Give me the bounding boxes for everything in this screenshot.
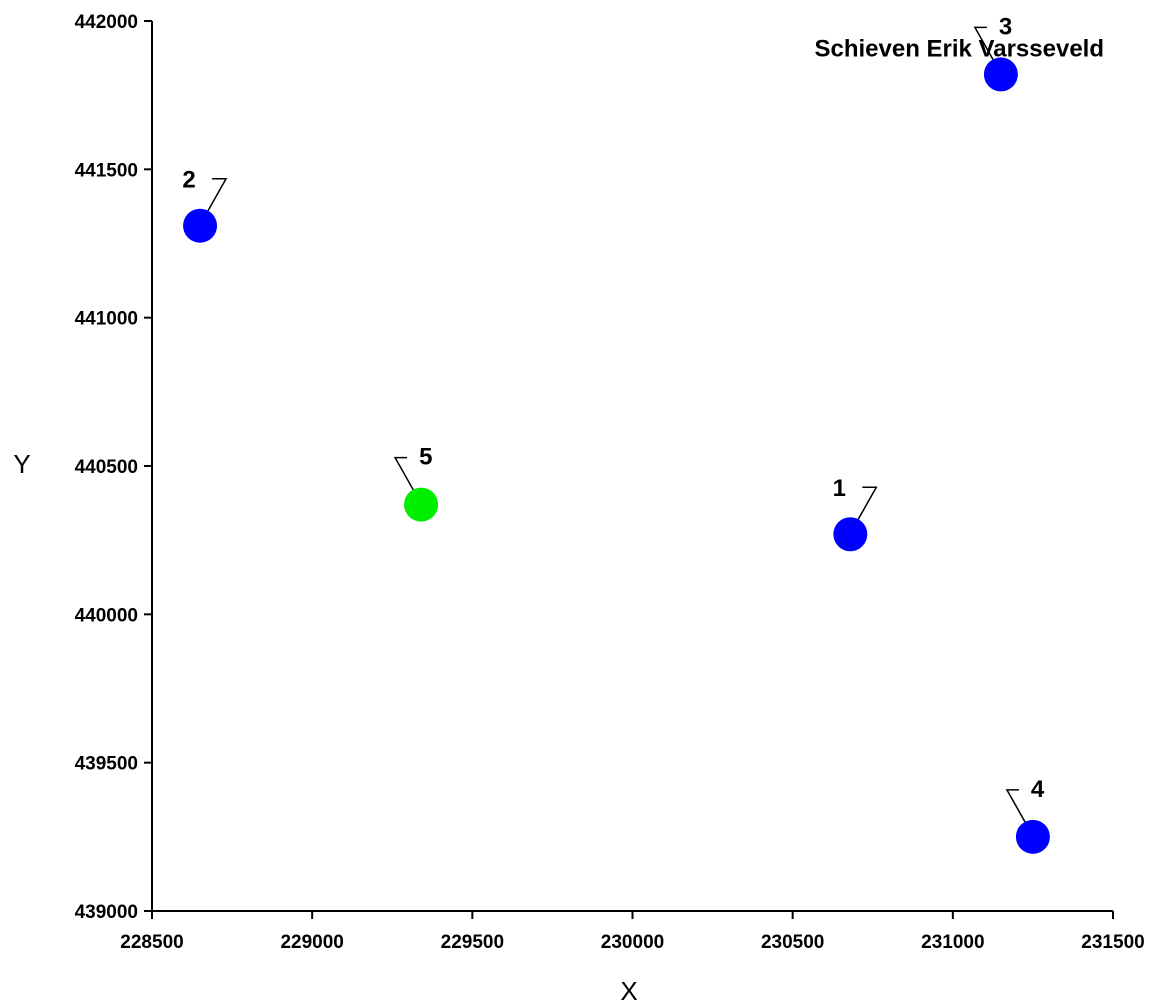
x-tick-label: 231000 [921,932,984,953]
point-label: 4 [1031,776,1045,803]
x-tick-label: 230500 [761,932,824,953]
y-tick-label: 439000 [75,902,138,923]
data-points [183,57,1050,854]
x-tick-label: 230000 [601,932,664,953]
point-label: 5 [419,444,432,471]
axis-ticks: 228500 229000 229500 230000 230500 231000 2315… [75,12,1145,953]
label-leader-line [853,486,878,527]
point-label: 3 [999,13,1012,40]
data-point [1015,819,1050,854]
label-leader-line [203,177,228,219]
point-labels: 1 2 3 4 5 Schieven Erik Varsseveld [182,13,1104,802]
y-tick-label: 439500 [75,754,138,775]
y-tick-label: 441000 [75,309,138,330]
label-leader-line [1005,789,1030,830]
data-point [404,487,439,522]
y-tick-label: 442000 [75,12,138,33]
y-tick-label: 440500 [75,457,138,478]
label-leaders [203,26,1030,830]
axes [151,21,1113,912]
data-point [183,208,218,243]
x-tick-label: 231500 [1081,932,1144,953]
x-axis-title: X [620,976,637,1004]
y-tick-label: 441500 [75,160,138,181]
data-point [833,517,868,552]
y-axis-title: Y [13,449,30,479]
label-leader-line [973,26,998,67]
point-label: 2 [182,167,195,194]
data-point [983,57,1018,92]
x-tick-label: 228500 [120,932,183,953]
label-leader-line [393,456,418,497]
point-annotation: Schieven Erik Varsseveld [814,36,1104,63]
x-tick-label: 229500 [441,932,504,953]
point-label: 1 [833,475,846,502]
x-tick-label: 229000 [280,932,343,953]
y-tick-label: 440000 [75,605,138,626]
